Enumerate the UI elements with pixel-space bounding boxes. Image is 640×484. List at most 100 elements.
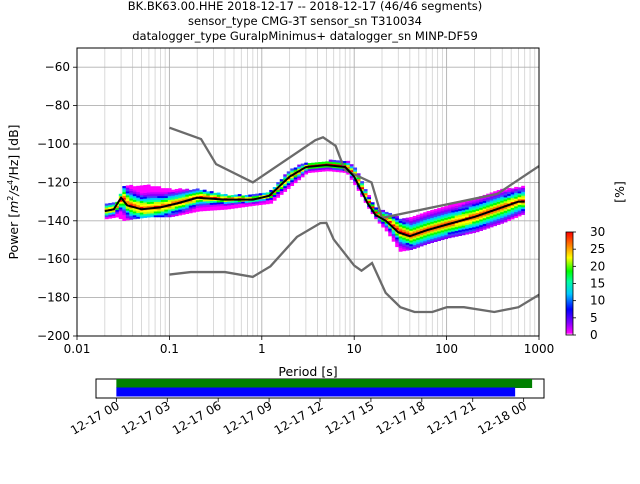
psd-density-cell: [262, 202, 267, 205]
psd-density-cell: [440, 218, 445, 221]
psd-density-cell: [349, 177, 354, 180]
y-axis-label-part-e4: 4: [6, 180, 15, 185]
psd-density-cell: [108, 212, 113, 215]
psd-density-cell: [381, 225, 386, 228]
psd-density-cell: [482, 227, 487, 230]
timeline-tick-label: 12-17 03: [119, 398, 173, 437]
psd-density-cell: [489, 205, 494, 209]
psd-density-cell: [139, 194, 144, 198]
psd-density-cell: [517, 187, 522, 190]
psd-density-cell: [458, 224, 463, 227]
psd-density-cell: [430, 235, 435, 238]
psd-density-cell: [360, 185, 365, 188]
psd-density-cell: [370, 202, 375, 205]
psd-density-cell: [286, 171, 291, 174]
psd-density-cell: [437, 217, 442, 220]
psd-density-cell: [139, 196, 144, 200]
psd-density-cell: [209, 202, 214, 205]
psd-density-cell: [468, 214, 473, 217]
psd-density-cell: [108, 214, 113, 217]
psd-density-cell: [430, 240, 435, 243]
psd-density-cell: [461, 225, 466, 228]
psd-density-cell: [500, 209, 504, 213]
psd-density-cell: [461, 208, 466, 211]
psd-density-cell: [409, 222, 414, 226]
psd-density-cell: [230, 195, 235, 198]
psd-density-cell: [188, 203, 193, 206]
psd-density-cell: [293, 167, 298, 170]
psd-density-cell: [398, 228, 403, 231]
psd-density-cell: [290, 172, 295, 175]
psd-density-cell: [125, 196, 130, 200]
psd-density-cell: [307, 166, 312, 170]
psd-density-cell: [367, 200, 372, 204]
psd-density-cell: [181, 191, 186, 194]
psd-density-cell: [185, 188, 190, 191]
psd-density-cell: [409, 236, 414, 239]
psd-density-cell: [507, 214, 511, 218]
psd-density-cell: [265, 192, 270, 195]
psd-density-cell: [475, 199, 480, 202]
psd-density-cell: [146, 201, 151, 205]
psd-density-cell: [447, 226, 452, 229]
psd-density-cell: [195, 201, 200, 205]
psd-density-cell: [500, 221, 504, 224]
psd-density-cell: [465, 220, 470, 224]
psd-density-cell: [454, 217, 459, 220]
colorbar: 0 5 10 15 20 25 30 [%]: [565, 181, 627, 342]
psd-density-cell: [465, 205, 470, 208]
psd-density-cell: [129, 194, 134, 197]
psd-density-cell: [472, 219, 477, 222]
psd-density-cell: [178, 195, 183, 199]
psd-density-cell: [241, 195, 246, 198]
psd-density-cell: [461, 202, 466, 205]
psd-density-cell: [503, 199, 508, 202]
psd-density-cell: [216, 196, 221, 199]
psd-density-cell: [139, 216, 144, 219]
psd-density-cell: [486, 224, 490, 227]
psd-density-cell: [265, 200, 270, 203]
psd-density-cell: [496, 203, 501, 206]
psd-density-cell: [465, 201, 470, 204]
psd-density-cell: [521, 199, 525, 202]
psd-density-cell: [216, 202, 221, 205]
psd-density-cell: [160, 188, 165, 191]
psd-density-cell: [500, 198, 504, 201]
psd-density-cell: [146, 205, 151, 208]
psd-density-cell: [444, 236, 449, 240]
psd-density-cell: [370, 206, 375, 209]
psd-density-cell: [157, 203, 162, 206]
psd-density-cell: [468, 231, 473, 234]
psd-density-cell: [405, 223, 410, 226]
psd-plot-area: 0.01 0.1 1 10 100 1000 −200 −180 −160 −140 −120 −1…: [37, 47, 554, 356]
psd-density-cell: [122, 212, 127, 216]
psd-density-cell: [199, 209, 204, 212]
psd-density-cell: [472, 203, 477, 207]
psd-density-cell: [363, 200, 368, 203]
psd-density-cell: [451, 216, 456, 219]
psd-density-cell: [444, 232, 449, 236]
psd-density-cell: [111, 204, 116, 207]
psd-density-cell: [370, 204, 375, 207]
psd-density-cell: [199, 207, 204, 210]
psd-density-cell: [454, 234, 459, 237]
psd-density-cell: [304, 162, 309, 165]
psd-density-cell: [507, 193, 511, 196]
psd-density-cell: [423, 239, 428, 242]
psd-density-cell: [423, 221, 428, 225]
psd-density-cell: [178, 213, 183, 216]
psd-density-cell: [465, 232, 470, 235]
psd-density-cell: [283, 185, 288, 189]
psd-density-cell: [199, 201, 204, 204]
psd-density-cell: [433, 239, 438, 243]
psd-density-cell: [472, 202, 477, 205]
psd-density-cell: [472, 230, 477, 234]
psd-density-cell: [507, 195, 511, 198]
psd-density-cell: [132, 209, 137, 212]
psd-density-cell: [493, 212, 497, 215]
psd-density-cell: [395, 219, 400, 223]
psd-density-cell: [195, 188, 200, 191]
psd-density-cell: [384, 217, 389, 220]
psd-density-cell: [104, 205, 109, 208]
